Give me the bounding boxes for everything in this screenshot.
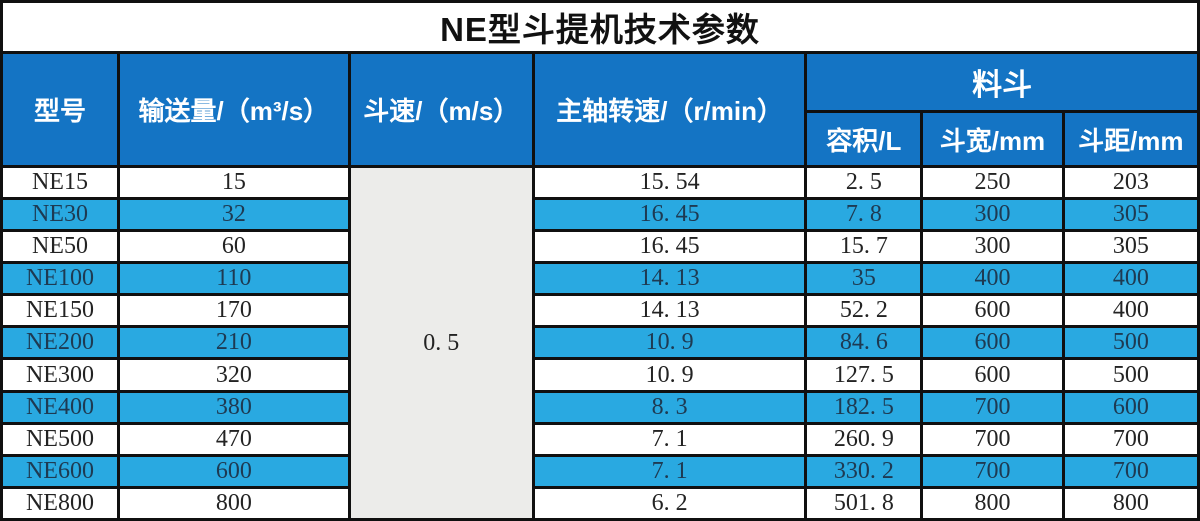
cell-bucket-pitch: 305 (1061, 229, 1200, 265)
cell-model: NE300 (0, 357, 120, 393)
cell-capacity: 600 (116, 453, 351, 489)
header-row-sub: 容积/L 斗宽/mm 斗距/mm (2, 110, 1200, 168)
cell-volume: 127. 5 (804, 357, 924, 393)
column-header-bucket-pitch: 斗距/mm (1061, 110, 1200, 168)
cell-shaft-speed: 8. 3 (531, 389, 808, 425)
cell-shaft-speed: 14. 13 (531, 261, 808, 297)
table-row: NE200 210 10. 9 84. 6 600 500 (0, 325, 1200, 361)
cell-model: NE30 (0, 197, 120, 233)
column-header-volume: 容积/L (804, 110, 924, 168)
title-row: NE型斗提机技术参数 (0, 0, 1200, 54)
cell-bucket-pitch: 500 (1061, 325, 1200, 361)
cell-bucket-width: 700 (920, 421, 1065, 457)
column-header-capacity: 输送量/（m³/s） (116, 51, 351, 168)
cell-capacity: 110 (116, 261, 351, 297)
cell-shaft-speed: 7. 1 (531, 453, 808, 489)
table-row: NE600 600 7. 1 330. 2 700 700 (0, 453, 1200, 489)
column-header-bucket-width: 斗宽/mm (920, 110, 1065, 168)
page-title: NE型斗提机技术参数 (0, 0, 1200, 54)
cell-bucket-width: 250 (920, 164, 1065, 201)
cell-shaft-speed: 16. 45 (531, 197, 808, 233)
cell-volume: 84. 6 (804, 325, 924, 361)
header-row-top: 型号 输送量/（m³/s） 斗速/（m/s） 主轴转速/（r/min） 料斗 (0, 51, 1200, 168)
cell-volume: 15. 7 (804, 229, 924, 265)
cell-shaft-speed: 16. 45 (531, 229, 808, 265)
cell-bucket-width: 800 (920, 485, 1065, 521)
cell-shaft-speed: 6. 2 (531, 485, 808, 521)
cell-bucket-pitch: 700 (1061, 453, 1200, 489)
cell-bucket-width: 600 (920, 325, 1065, 361)
cell-model: NE15 (0, 164, 120, 201)
cell-capacity: 170 (116, 293, 351, 329)
cell-model: NE100 (0, 261, 120, 297)
cell-volume: 501. 8 (804, 485, 924, 521)
cell-volume: 2. 5 (804, 164, 924, 201)
column-header-shaft-speed: 主轴转速/（r/min） (531, 51, 808, 168)
cell-bucket-pitch: 700 (1061, 421, 1200, 457)
cell-shaft-speed: 10. 9 (531, 325, 808, 361)
cell-shaft-speed: 14. 13 (531, 293, 808, 329)
cell-shaft-speed: 10. 9 (531, 357, 808, 393)
cell-bucket-width: 300 (920, 229, 1065, 265)
cell-bucket-pitch: 600 (1061, 389, 1200, 425)
cell-capacity: 800 (116, 485, 351, 521)
table-row: NE800 800 6. 2 501. 8 800 800 (0, 485, 1200, 521)
cell-capacity: 32 (116, 197, 351, 233)
cell-model: NE200 (0, 325, 120, 361)
cell-shaft-speed: 15. 54 (531, 164, 808, 201)
table-row: NE300 320 10. 9 127. 5 600 500 (0, 357, 1200, 393)
cell-bucket-pitch: 305 (1061, 197, 1200, 233)
table-row: NE150 170 14. 13 52. 2 600 400 (0, 293, 1200, 329)
cell-bucket-pitch: 203 (1061, 164, 1200, 201)
cell-bucket-width: 400 (920, 261, 1065, 297)
column-group-header-bucket: 料斗 (804, 51, 1200, 113)
cell-bucket-width: 700 (920, 453, 1065, 489)
cell-capacity: 15 (116, 164, 351, 201)
cell-volume: 35 (804, 261, 924, 297)
cell-capacity: 210 (116, 325, 351, 361)
cell-bucket-width: 700 (920, 389, 1065, 425)
table-row: NE30 32 16. 45 7. 8 300 305 (0, 197, 1200, 233)
cell-capacity: 470 (116, 421, 351, 457)
cell-bucket-speed-merged: 0. 5 (347, 165, 535, 521)
cell-bucket-pitch: 800 (1061, 485, 1200, 521)
cell-model: NE800 (0, 485, 120, 521)
cell-capacity: 320 (116, 357, 351, 393)
cell-bucket-pitch: 400 (1061, 261, 1200, 297)
cell-volume: 7. 8 (804, 197, 924, 233)
cell-model: NE500 (0, 421, 120, 457)
table-row: NE100 110 14. 13 35 400 400 (0, 261, 1200, 297)
cell-bucket-pitch: 400 (1061, 293, 1200, 329)
cell-bucket-pitch: 500 (1061, 357, 1200, 393)
column-header-bucket-speed: 斗速/（m/s） (347, 51, 535, 168)
table-row: NE15 15 0. 5 15. 54 2. 5 250 203 (0, 164, 1200, 521)
cell-capacity: 60 (116, 229, 351, 265)
table-row: NE50 60 16. 45 15. 7 300 305 (0, 229, 1200, 265)
cell-shaft-speed: 7. 1 (531, 421, 808, 457)
cell-bucket-width: 600 (920, 293, 1065, 329)
table-row: NE400 380 8. 3 182. 5 700 600 (0, 389, 1200, 425)
cell-model: NE50 (0, 229, 120, 265)
cell-bucket-width: 600 (920, 357, 1065, 393)
cell-model: NE400 (0, 389, 120, 425)
cell-volume: 182. 5 (804, 389, 924, 425)
cell-volume: 260. 9 (804, 421, 924, 457)
cell-model: NE150 (0, 293, 120, 329)
cell-volume: 52. 2 (804, 293, 924, 329)
column-header-model: 型号 (0, 51, 120, 168)
table-row: NE500 470 7. 1 260. 9 700 700 (0, 421, 1200, 457)
cell-volume: 330. 2 (804, 453, 924, 489)
cell-bucket-width: 300 (920, 197, 1065, 233)
cell-model: NE600 (0, 453, 120, 489)
cell-capacity: 380 (116, 389, 351, 425)
